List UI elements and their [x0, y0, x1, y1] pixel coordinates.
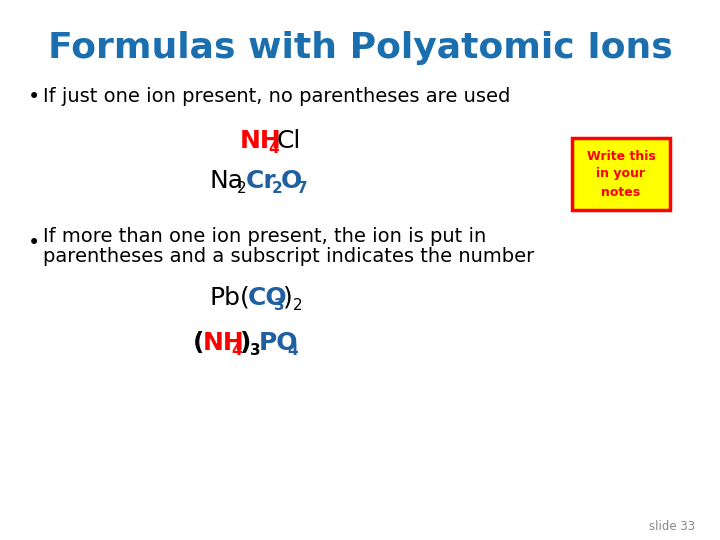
Text: parentheses and a subscript indicates the number: parentheses and a subscript indicates th…: [43, 246, 534, 266]
Text: (: (: [193, 331, 204, 355]
Text: If more than one ion present, the ion is put in: If more than one ion present, the ion is…: [43, 226, 486, 246]
Text: slide 33: slide 33: [649, 521, 695, 534]
Text: 4: 4: [287, 343, 297, 358]
Text: Na: Na: [210, 169, 244, 193]
Text: 7: 7: [297, 181, 307, 196]
Text: Formulas with Polyatomic Ions: Formulas with Polyatomic Ions: [48, 31, 672, 65]
Text: Write this
in your
notes: Write this in your notes: [587, 150, 655, 199]
Text: 4: 4: [231, 343, 242, 358]
Text: 3: 3: [274, 298, 284, 313]
Text: •: •: [28, 87, 40, 107]
Text: ): ): [240, 331, 251, 355]
Text: 3: 3: [250, 343, 261, 358]
Text: O: O: [281, 169, 302, 193]
Text: 4: 4: [268, 141, 279, 156]
Text: 2: 2: [293, 298, 302, 313]
Text: If just one ion present, no parentheses are used: If just one ion present, no parentheses …: [43, 87, 510, 106]
Text: NH: NH: [240, 129, 282, 153]
Text: NH: NH: [203, 331, 245, 355]
FancyBboxPatch shape: [572, 138, 670, 210]
Text: •: •: [28, 233, 40, 253]
Text: CO: CO: [248, 286, 287, 310]
Text: Pb(: Pb(: [210, 286, 251, 310]
Text: 2: 2: [272, 181, 283, 196]
Text: Cr: Cr: [246, 169, 276, 193]
Text: Cl: Cl: [277, 129, 302, 153]
Text: PO: PO: [259, 331, 299, 355]
Text: ): ): [283, 286, 293, 310]
Text: 2: 2: [237, 181, 247, 196]
